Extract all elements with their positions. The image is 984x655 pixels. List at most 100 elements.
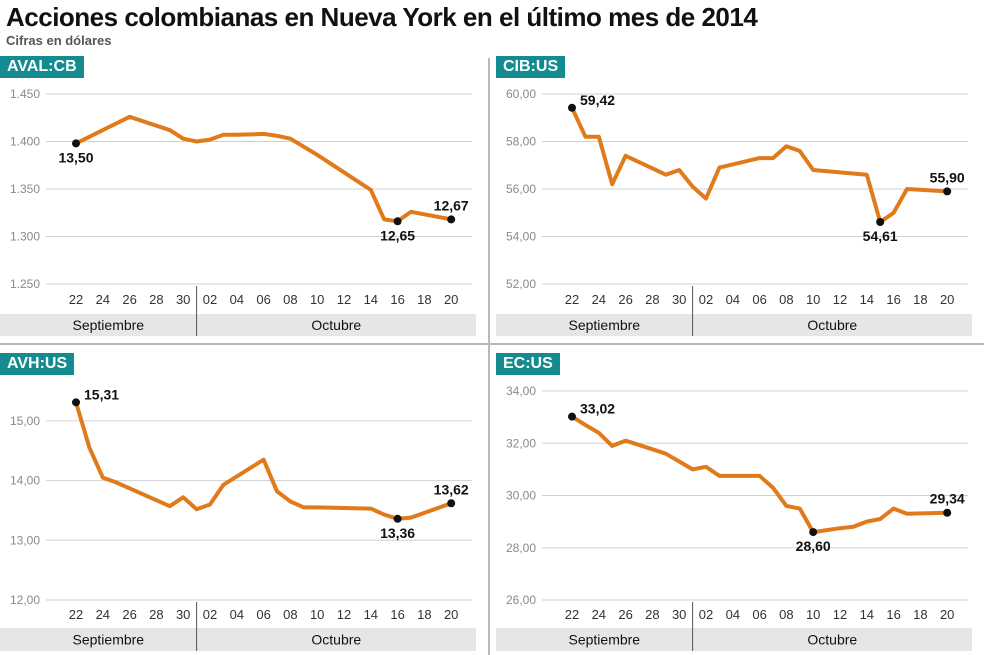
x-tick-label: 12 [337,292,351,307]
x-tick-label: 10 [310,607,324,622]
x-tick-label: 20 [444,292,458,307]
y-tick-label: 30,00 [506,489,536,503]
line-chart-cib: 52,00 54,00 56,00 58,00 60,00 22 24 26 28 30 02 04 0… [496,87,972,336]
line-chart-avh: 12,00 13,00 14,00 15,00 22 24 26 28 30 02 04 06 08 10… [0,386,476,651]
x-tick-label: 24 [592,607,606,622]
x-tick-label: 14 [364,607,378,622]
data-label: 15,31 [84,386,119,402]
x-tick-label: 16 [886,292,900,307]
x-tick-label: 12 [337,607,351,622]
vertical-divider [488,58,490,655]
month-label-september: Septiembre [73,317,145,333]
x-tick-label: 02 [699,607,713,622]
data-label: 28,60 [796,538,831,554]
y-tick-label: 54,00 [506,230,536,244]
series-line [570,105,950,224]
y-tick-label: 58,00 [506,135,536,149]
x-tick-label: 24 [592,292,606,307]
month-band [0,628,476,651]
x-tick-label: 12 [833,607,847,622]
data-point [568,103,576,112]
data-point [809,528,818,537]
x-tick-label: 18 [417,292,431,307]
horizontal-divider [0,343,984,345]
x-tick-label: 10 [806,607,820,622]
y-tick-label: 13,00 [10,533,40,547]
x-tick-label: 08 [283,292,297,307]
month-band [496,314,972,336]
series-line [74,114,454,224]
x-tick-label: 10 [806,292,820,307]
page-subtitle: Cifras en dólares [6,33,112,48]
data-point [876,218,885,227]
month-band [0,314,476,336]
x-tick-label: 22 [565,607,579,622]
month-label-october: Octubre [807,317,857,333]
x-tick-label: 30 [176,607,190,622]
data-label: 55,90 [930,169,965,185]
ticker-label: CIB:US [496,56,566,78]
x-tick-label: 10 [310,292,324,307]
x-tick-label: 04 [726,607,740,622]
x-tick-label: 04 [230,607,244,622]
data-point [447,499,456,508]
data-label: 12,67 [434,197,469,213]
line-chart-aval: 1.250 1.300 1.350 1.400 1.450 22 24 26 28 30 02 04 0… [0,87,476,336]
ticker-label: AVAL:CB [0,56,84,78]
x-tick-label: 16 [390,292,404,307]
data-label: 54,61 [863,228,898,244]
x-tick-label: 24 [96,292,110,307]
data-label: 33,02 [580,401,615,417]
data-point [72,139,80,148]
month-label-october: Octubre [807,632,857,648]
x-tick-label: 16 [390,607,404,622]
x-tick-label: 20 [444,607,458,622]
y-tick-label: 60,00 [506,87,536,101]
data-point [393,514,402,523]
y-tick-label: 1.250 [10,277,40,291]
x-tick-label: 30 [672,292,686,307]
data-point [393,217,402,226]
y-tick-label: 1.450 [10,87,40,101]
x-tick-label: 30 [176,292,190,307]
chart-panel-cib: CIB:US 52,00 54,00 56,00 58,00 60,00 22 24 26 28… [496,56,984,346]
x-tick-label: 30 [672,607,686,622]
data-label: 13,62 [434,481,469,497]
month-label-october: Octubre [311,632,361,648]
x-tick-label: 28 [149,292,163,307]
x-tick-label: 06 [256,607,270,622]
x-tick-label: 22 [565,292,579,307]
page-title: Acciones colombianas en Nueva York en el… [6,2,758,32]
x-tick-label: 28 [149,607,163,622]
x-tick-label: 06 [256,292,270,307]
data-point [943,508,952,517]
y-tick-label: 56,00 [506,182,536,196]
chart-panel-avh: AVH:US 12,00 13,00 14,00 15,00 22 24 26 28 30 02 0… [0,353,488,651]
y-tick-label: 1.400 [10,135,40,149]
data-label: 59,42 [580,92,615,108]
y-tick-label: 1.350 [10,182,40,196]
x-tick-label: 08 [779,292,793,307]
data-point [568,412,576,421]
y-tick-label: 52,00 [506,277,536,291]
x-tick-label: 26 [618,607,632,622]
data-label: 12,65 [380,227,415,243]
y-tick-label: 15,00 [10,414,40,428]
x-tick-label: 08 [779,607,793,622]
series-line [570,414,950,535]
month-label-october: Octubre [311,317,361,333]
x-tick-label: 20 [940,607,954,622]
x-tick-label: 18 [913,607,927,622]
data-point [72,398,80,407]
x-tick-label: 06 [752,607,766,622]
data-point [447,215,456,224]
y-tick-label: 32,00 [506,436,536,450]
x-tick-label: 06 [752,292,766,307]
x-tick-label: 26 [122,292,136,307]
x-tick-label: 08 [283,607,297,622]
data-point [943,187,952,196]
month-label-september: Septiembre [569,632,641,648]
x-tick-label: 18 [417,607,431,622]
x-tick-label: 02 [203,607,217,622]
x-tick-label: 28 [645,607,659,622]
